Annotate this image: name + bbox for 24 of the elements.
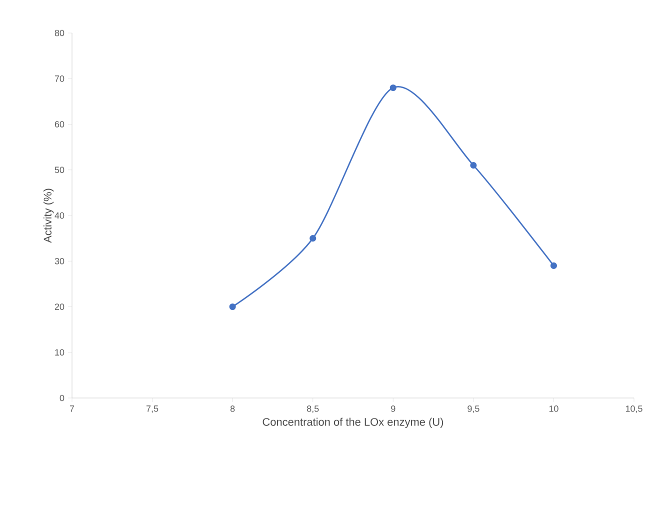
y-tick-label: 20 <box>54 304 64 310</box>
y-tick-label: 80 <box>54 30 64 36</box>
x-tick-label: 9,5 <box>468 406 480 413</box>
x-tick-label: 7,5 <box>146 406 158 413</box>
y-tick-label: 40 <box>54 212 64 219</box>
point <box>229 303 236 310</box>
point <box>310 235 316 242</box>
x-axis-title: Concentration of the LOx enzyme (U) <box>262 418 444 428</box>
point <box>390 84 396 92</box>
y-tick-label: 60 <box>54 121 64 128</box>
x-tick-label: 8,5 <box>307 406 319 413</box>
x-tick-label: 10 <box>549 406 558 412</box>
y-tick-label: 10 <box>55 349 64 356</box>
y-tick-label: 50 <box>54 166 64 174</box>
y-tick-label: 0 <box>60 394 64 402</box>
x-tick-label: 10,5 <box>626 406 642 413</box>
point <box>470 162 477 169</box>
y-tick-label: 70 <box>54 75 64 82</box>
y-axis-title: Activity (%) <box>43 188 54 243</box>
x-tick-label: 9 <box>391 406 396 412</box>
y-tick-label: 30 <box>54 258 64 264</box>
x-tick-label: 7 <box>70 406 74 412</box>
point <box>550 262 558 269</box>
x-tick-label: 8 <box>230 406 235 412</box>
